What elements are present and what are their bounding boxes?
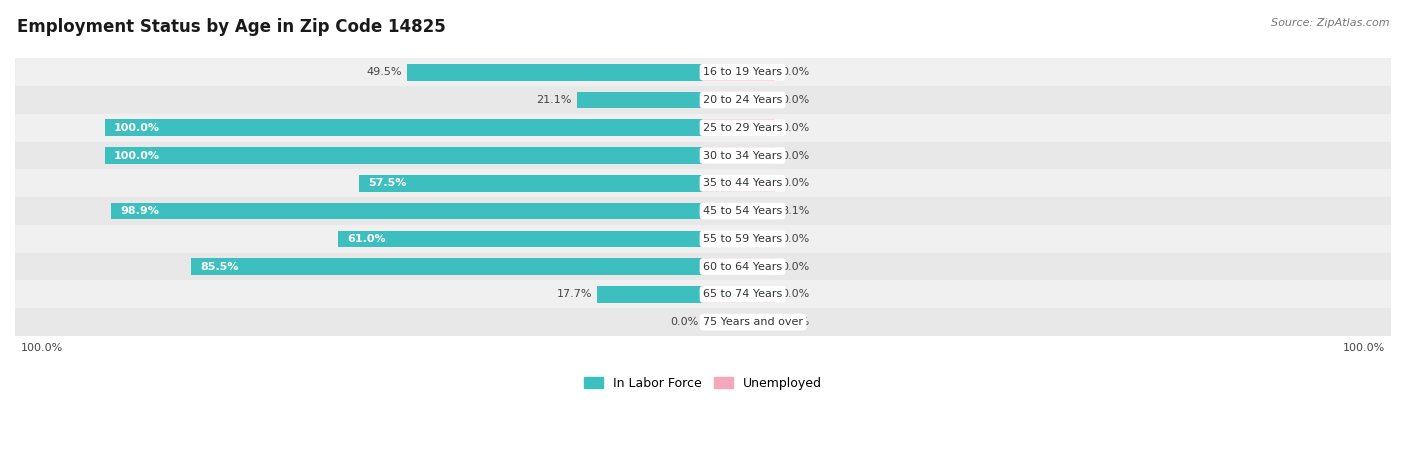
Bar bbox=[598, 286, 703, 303]
Text: 61.0%: 61.0% bbox=[347, 234, 385, 244]
Bar bbox=[15, 253, 1391, 281]
Text: 0.0%: 0.0% bbox=[780, 123, 808, 133]
Bar bbox=[703, 92, 775, 108]
Text: 0.0%: 0.0% bbox=[780, 67, 808, 77]
Text: 0.0%: 0.0% bbox=[780, 290, 808, 299]
Legend: In Labor Force, Unemployed: In Labor Force, Unemployed bbox=[579, 372, 827, 395]
Text: 85.5%: 85.5% bbox=[201, 262, 239, 272]
Bar bbox=[15, 142, 1391, 170]
Text: 100.0%: 100.0% bbox=[1343, 343, 1385, 353]
Text: 0.0%: 0.0% bbox=[780, 262, 808, 272]
Bar bbox=[15, 197, 1391, 225]
Bar bbox=[15, 225, 1391, 253]
Text: 57.5%: 57.5% bbox=[368, 178, 406, 189]
Bar bbox=[703, 314, 775, 331]
Text: 100.0%: 100.0% bbox=[114, 151, 160, 161]
Text: 100.0%: 100.0% bbox=[114, 123, 160, 133]
Bar bbox=[337, 230, 703, 247]
Bar bbox=[576, 92, 703, 108]
Bar bbox=[15, 308, 1391, 336]
Text: Employment Status by Age in Zip Code 14825: Employment Status by Age in Zip Code 148… bbox=[17, 18, 446, 36]
Text: 20 to 24 Years: 20 to 24 Years bbox=[703, 95, 782, 105]
Text: 16 to 19 Years: 16 to 19 Years bbox=[703, 67, 782, 77]
Text: 0.0%: 0.0% bbox=[780, 178, 808, 189]
Text: 0.0%: 0.0% bbox=[780, 234, 808, 244]
Bar bbox=[15, 170, 1391, 197]
Text: 21.1%: 21.1% bbox=[537, 95, 572, 105]
Bar bbox=[703, 120, 775, 136]
Text: 30 to 34 Years: 30 to 34 Years bbox=[703, 151, 782, 161]
Bar bbox=[703, 175, 775, 192]
Bar bbox=[191, 258, 703, 275]
Bar bbox=[703, 258, 775, 275]
Bar bbox=[703, 286, 775, 303]
Bar bbox=[15, 114, 1391, 142]
Bar bbox=[703, 203, 775, 219]
Bar bbox=[15, 58, 1391, 86]
Text: 0.0%: 0.0% bbox=[671, 317, 699, 327]
Text: 55 to 59 Years: 55 to 59 Years bbox=[703, 234, 782, 244]
Bar bbox=[703, 147, 775, 164]
Bar bbox=[703, 203, 751, 219]
Text: 0.0%: 0.0% bbox=[780, 95, 808, 105]
Bar bbox=[359, 175, 703, 192]
Text: 60 to 64 Years: 60 to 64 Years bbox=[703, 262, 782, 272]
Bar bbox=[104, 120, 703, 136]
Bar bbox=[104, 147, 703, 164]
Text: 98.9%: 98.9% bbox=[121, 206, 159, 216]
Text: 0.0%: 0.0% bbox=[780, 151, 808, 161]
Bar bbox=[703, 230, 775, 247]
Text: 35 to 44 Years: 35 to 44 Years bbox=[703, 178, 782, 189]
Text: 0.0%: 0.0% bbox=[780, 317, 808, 327]
Text: 65 to 74 Years: 65 to 74 Years bbox=[703, 290, 782, 299]
Text: 75 Years and over: 75 Years and over bbox=[703, 317, 803, 327]
Bar bbox=[111, 203, 703, 219]
Bar bbox=[15, 281, 1391, 308]
Text: Source: ZipAtlas.com: Source: ZipAtlas.com bbox=[1271, 18, 1389, 28]
Text: 17.7%: 17.7% bbox=[557, 290, 592, 299]
Bar bbox=[406, 64, 703, 81]
Text: 8.1%: 8.1% bbox=[780, 206, 808, 216]
Text: 25 to 29 Years: 25 to 29 Years bbox=[703, 123, 782, 133]
Bar bbox=[15, 86, 1391, 114]
Text: 100.0%: 100.0% bbox=[21, 343, 63, 353]
Text: 45 to 54 Years: 45 to 54 Years bbox=[703, 206, 782, 216]
Bar bbox=[703, 64, 775, 81]
Text: 49.5%: 49.5% bbox=[367, 67, 402, 77]
